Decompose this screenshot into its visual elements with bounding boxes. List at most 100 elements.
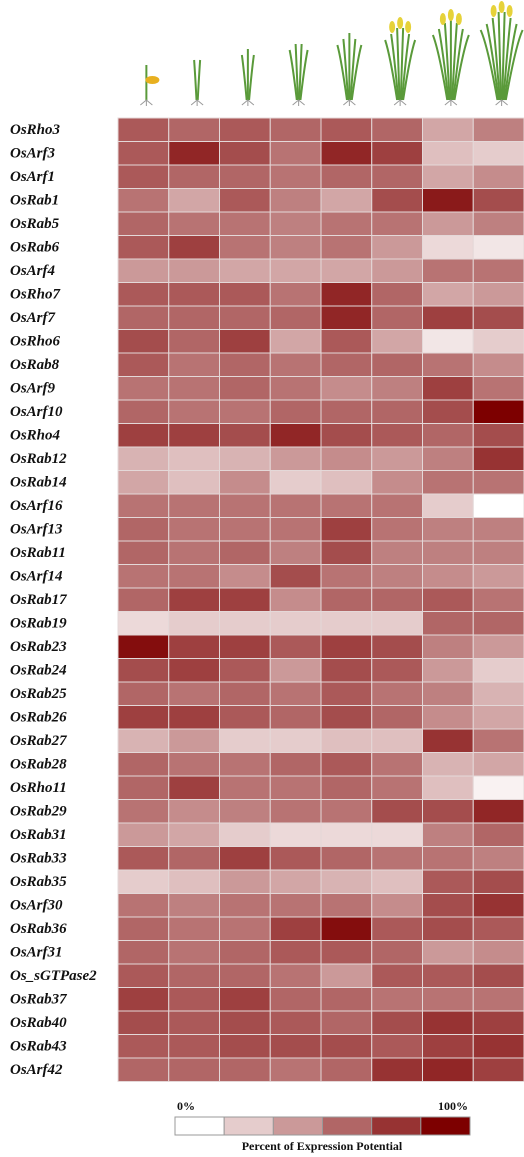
heat-cell xyxy=(473,165,524,189)
heat-cell xyxy=(118,753,169,777)
heat-cell xyxy=(118,612,169,636)
heat-cell xyxy=(169,776,220,800)
heat-cell xyxy=(321,894,372,918)
heat-cell xyxy=(220,588,271,612)
heat-cell xyxy=(118,377,169,401)
row-label: OsRab12 xyxy=(10,451,67,467)
heat-cell xyxy=(270,823,321,847)
heat-cell xyxy=(321,1011,372,1035)
heat-cell xyxy=(372,941,423,965)
heat-cell xyxy=(118,189,169,213)
row-label: OsArf13 xyxy=(10,522,63,538)
heat-cell xyxy=(321,236,372,260)
heat-cell xyxy=(372,753,423,777)
heat-cell xyxy=(423,706,474,730)
heat-cell xyxy=(169,142,220,166)
heat-cell xyxy=(220,353,271,377)
heat-cell xyxy=(118,118,169,142)
heat-cell xyxy=(270,189,321,213)
heat-cell xyxy=(423,1035,474,1059)
legend-tick-label: 100% xyxy=(438,1099,468,1113)
heat-cell xyxy=(321,870,372,894)
heat-cell xyxy=(118,212,169,236)
plant-illustrations xyxy=(140,1,522,106)
heat-cell xyxy=(118,142,169,166)
heat-cell xyxy=(169,518,220,542)
heat-cell xyxy=(473,988,524,1012)
heat-cell xyxy=(220,870,271,894)
heat-cell xyxy=(372,635,423,659)
heat-cell xyxy=(321,165,372,189)
heat-cell xyxy=(473,259,524,283)
heat-cell xyxy=(220,659,271,683)
heat-cell xyxy=(321,353,372,377)
heat-cell xyxy=(270,588,321,612)
heat-cell xyxy=(270,870,321,894)
plant-leaf xyxy=(249,55,254,100)
heat-cell xyxy=(372,142,423,166)
heat-cell xyxy=(220,541,271,565)
heat-cell xyxy=(473,306,524,330)
row-label: OsArf14 xyxy=(10,569,63,585)
plant-root xyxy=(445,100,457,106)
heat-cell xyxy=(423,565,474,589)
heat-cell xyxy=(118,165,169,189)
heat-cell xyxy=(220,306,271,330)
plant-panicle xyxy=(456,13,462,25)
heat-cell xyxy=(473,588,524,612)
heat-cell xyxy=(270,330,321,354)
heat-cell xyxy=(118,1035,169,1059)
heat-cell xyxy=(270,165,321,189)
heat-cell xyxy=(118,682,169,706)
heat-cell xyxy=(473,776,524,800)
heat-cell xyxy=(372,353,423,377)
heat-cell xyxy=(423,1058,474,1082)
heat-cell xyxy=(118,471,169,495)
heat-cell xyxy=(473,659,524,683)
heat-cell xyxy=(270,212,321,236)
heat-cell xyxy=(118,1058,169,1082)
heat-cell xyxy=(321,424,372,448)
heat-cell xyxy=(473,847,524,871)
heat-cell xyxy=(220,400,271,424)
row-label: OsRab31 xyxy=(10,827,67,843)
heat-cell xyxy=(118,424,169,448)
plant-panicle xyxy=(397,17,403,29)
heat-cell xyxy=(372,212,423,236)
row-label: OsRab5 xyxy=(10,216,60,232)
row-label: OsRab6 xyxy=(10,240,60,256)
heat-cell xyxy=(169,541,220,565)
heat-cell xyxy=(270,565,321,589)
heat-cell xyxy=(270,518,321,542)
heat-cell xyxy=(169,588,220,612)
row-label: OsRab43 xyxy=(10,1039,67,1055)
heat-cell xyxy=(321,800,372,824)
row-label: OsRab19 xyxy=(10,616,67,632)
plant-leaf xyxy=(198,60,200,100)
heat-cell xyxy=(473,118,524,142)
row-label: OsArf9 xyxy=(10,381,56,397)
heat-cell xyxy=(473,424,524,448)
heat-cell xyxy=(423,847,474,871)
heat-cell xyxy=(169,1011,220,1035)
heat-cell xyxy=(220,894,271,918)
heat-cell xyxy=(220,118,271,142)
heat-cell xyxy=(423,447,474,471)
legend-swatch xyxy=(323,1117,372,1135)
heat-cell xyxy=(423,353,474,377)
heat-cell xyxy=(473,353,524,377)
heat-cell xyxy=(423,424,474,448)
heat-cell xyxy=(220,212,271,236)
heat-cell xyxy=(169,870,220,894)
heat-cell xyxy=(169,941,220,965)
heat-cell xyxy=(169,729,220,753)
plant-root xyxy=(293,100,305,106)
heat-cell xyxy=(118,518,169,542)
heat-cell xyxy=(473,870,524,894)
heat-cell xyxy=(169,236,220,260)
heat-cell xyxy=(220,494,271,518)
heat-cell xyxy=(169,471,220,495)
heat-cell xyxy=(423,588,474,612)
row-label: OsArf30 xyxy=(10,898,63,914)
heat-cell xyxy=(372,800,423,824)
